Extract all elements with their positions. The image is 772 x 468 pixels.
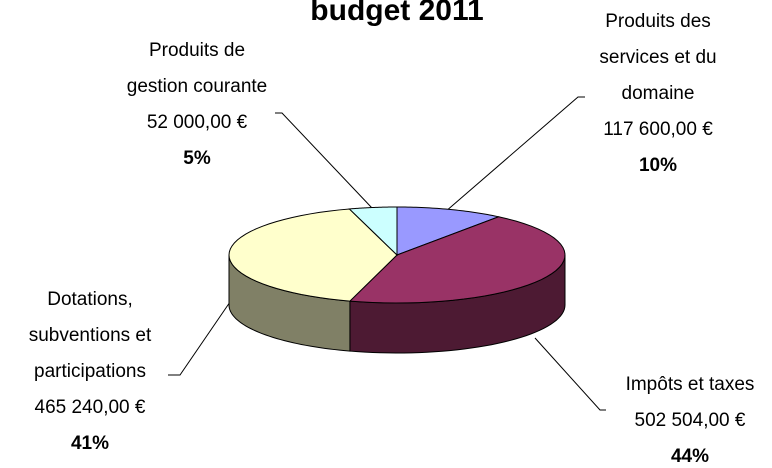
label-pct: 5% — [183, 148, 211, 169]
slice-label: Produits des services et du domaine 117 6… — [548, 4, 768, 184]
label-val: 52 000,00 € — [146, 112, 248, 133]
label-val: 465 240,00 € — [34, 397, 146, 418]
label-pct: 44% — [670, 446, 710, 467]
slice-label: Impôts et taxes 502 504,00 € 44% — [580, 367, 772, 468]
leader-line — [444, 96, 585, 213]
slice — [348, 216, 566, 304]
leader-line — [168, 301, 231, 376]
label-cat: Produits des services et du domaine — [599, 11, 717, 104]
slice — [396, 206, 501, 256]
slice — [228, 208, 398, 302]
label-pct: 10% — [638, 155, 678, 176]
label-cat: Impôts et taxes — [625, 374, 755, 395]
label-val: 502 504,00 € — [634, 410, 746, 431]
pie — [228, 206, 566, 354]
leader-lines — [168, 96, 606, 411]
leader-line — [534, 337, 606, 411]
slice-label: Dotations, subventions et participations… — [0, 282, 200, 462]
leader-line — [275, 112, 373, 209]
slice — [348, 206, 398, 257]
label-cat: Dotations, subventions et participations — [28, 289, 152, 382]
label-cat: Produits de gestion courante — [126, 40, 268, 97]
label-pct: 41% — [70, 433, 110, 454]
label-val: 117 600,00 € — [603, 119, 713, 140]
chart-title: budget 2011 — [310, 0, 483, 27]
slice-label: Produits de gestion courante 52 000,00 € 5… — [87, 33, 307, 177]
